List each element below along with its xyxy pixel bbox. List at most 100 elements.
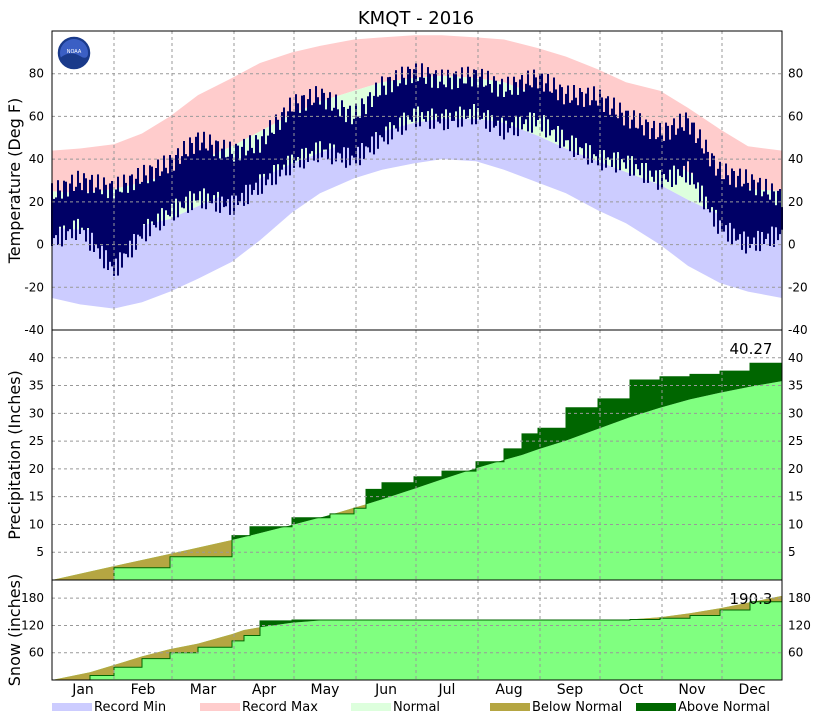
snow-below-normal-segment	[170, 643, 198, 653]
y-tick-label-right: 180	[788, 591, 811, 605]
month-label: Jan	[71, 682, 94, 698]
y-tick-label-right: 40	[788, 152, 803, 166]
precipitation-above-normal-segment	[690, 374, 720, 400]
y-tick-label-left: 5	[36, 545, 44, 559]
month-label: Jul	[438, 682, 456, 698]
month-label: Dec	[738, 682, 765, 698]
legend-label: Below Normal	[532, 700, 622, 715]
precipitation-above-normal-segment	[232, 535, 250, 540]
noaa-logo: NOAA	[56, 35, 92, 71]
y-tick-label-right: 25	[788, 434, 803, 448]
precipitation-below-normal-segment	[170, 540, 232, 557]
month-label: Feb	[131, 682, 156, 698]
snow-observed-line	[52, 593, 783, 681]
snow-below-normal-segment	[198, 634, 232, 648]
y-tick-label-left: 40	[29, 152, 44, 166]
y-tick-label-right: 60	[788, 646, 803, 660]
y-tick-label-right: 20	[788, 195, 803, 209]
snow-below-normal-segment	[142, 649, 170, 659]
snow-y-axis-label: Snow (inches)	[5, 574, 24, 686]
y-tick-label-left: 20	[29, 195, 44, 209]
snow-below-normal-segment	[660, 613, 690, 619]
snow-below-normal-segment	[90, 665, 114, 676]
precipitation-above-normal-segment	[566, 407, 598, 441]
legend: Record Min Record Max Normal Below Normal Ab…	[52, 700, 770, 715]
legend-swatch	[490, 703, 530, 711]
y-tick-label-right: 0	[788, 238, 796, 252]
snow-below-normal-segment	[114, 656, 142, 668]
snow-below-normal-segment	[690, 608, 720, 616]
y-tick-label-right: 5	[788, 545, 796, 559]
y-tick-label-right: 80	[788, 67, 803, 81]
snow-below-normal-segment	[750, 595, 782, 603]
precipitation-panel: 40.27 5 5 10 10 15 15 20 20 25 25 30 30 35 35 40 40 Preci…	[5, 329, 803, 581]
snow-below-normal-segment	[630, 617, 660, 620]
legend-label: Above Normal	[678, 700, 770, 715]
precipitation-above-normal-segment	[522, 433, 538, 455]
y-tick-label-right: 120	[788, 618, 811, 632]
snow-above-normal-segment	[292, 620, 320, 623]
month-axis: Jan Feb Mar Apr May Jun Jul Aug Sep Oct Nov Dec	[71, 682, 765, 698]
precipitation-above-normal-segment	[750, 363, 782, 387]
precipitation-above-normal-segment	[598, 398, 630, 429]
y-tick-label-left: 120	[21, 618, 44, 632]
y-tick-label-left: 35	[29, 379, 44, 393]
legend-swatch	[52, 703, 92, 711]
snow-total-label: 190.3	[730, 590, 773, 608]
month-label: Jun	[374, 682, 397, 698]
precipitation-above-normal-segment	[382, 482, 414, 500]
precipitation-above-normal-segment	[538, 428, 566, 450]
y-tick-label-left: 60	[29, 646, 44, 660]
y-tick-label-left: 40	[29, 351, 44, 365]
y-tick-label-left: 180	[21, 591, 44, 605]
y-tick-label-left: 10	[29, 517, 44, 531]
y-tick-label-right: 20	[788, 462, 803, 476]
y-tick-label-left: 30	[29, 406, 44, 420]
month-label: Mar	[190, 682, 217, 698]
legend-label: Record Max	[242, 700, 318, 715]
y-tick-label-right: -20	[788, 280, 808, 294]
snow-below-normal-segment	[720, 602, 750, 610]
precipitation-above-normal-segment	[720, 371, 750, 393]
snow-below-normal-segment	[52, 672, 90, 680]
snow-below-normal-segment	[232, 630, 244, 641]
precipitation-observed-line	[52, 356, 783, 581]
y-tick-label-left: 15	[29, 490, 44, 504]
y-tick-label-left: 0	[36, 238, 44, 252]
precipitation-below-normal-segment	[114, 553, 170, 568]
precipitation-above-normal-segment	[660, 376, 690, 408]
precipitation-below-normal-segment	[52, 566, 114, 580]
legend-swatch	[351, 703, 391, 711]
temperature-y-axis-label: Temperature (Deg F)	[5, 98, 24, 265]
snow-below-normal-segment	[244, 627, 260, 636]
record-min-area	[52, 118, 782, 309]
temperature-panel: -40 -40 -20 -20 0 0 20 20 40 40 60 60 80 80 Temperatur…	[5, 30, 808, 337]
legend-swatch	[636, 703, 676, 711]
y-tick-label-right: 35	[788, 379, 803, 393]
month-label: Oct	[619, 682, 644, 698]
y-tick-label-right: -40	[788, 323, 808, 337]
y-tick-label-left: -40	[24, 323, 44, 337]
y-tick-label-right: 15	[788, 490, 803, 504]
panel-frame	[51, 579, 783, 681]
precipitation-below-normal-segment	[330, 507, 354, 515]
precipitation-above-normal-segment	[504, 448, 522, 460]
y-tick-label-left: 25	[29, 434, 44, 448]
snow-normal-area	[52, 595, 782, 680]
y-tick-label-left: -20	[24, 280, 44, 294]
y-tick-label-right: 10	[788, 517, 803, 531]
month-label: Apr	[252, 682, 276, 698]
legend-swatch	[200, 703, 240, 711]
month-label: May	[311, 682, 340, 698]
y-tick-label-left: 80	[29, 67, 44, 81]
precipitation-above-normal-segment	[414, 476, 442, 489]
precipitation-above-normal-segment	[250, 525, 292, 536]
y-tick-label-right: 30	[788, 406, 803, 420]
precipitation-y-axis-label: Precipitation (Inches)	[5, 370, 24, 540]
legend-label: Record Min	[94, 700, 166, 715]
y-tick-label-left: 20	[29, 462, 44, 476]
y-tick-label-left: 60	[29, 109, 44, 123]
svg-text:NOAA: NOAA	[67, 49, 82, 55]
month-label: Sep	[557, 682, 584, 698]
